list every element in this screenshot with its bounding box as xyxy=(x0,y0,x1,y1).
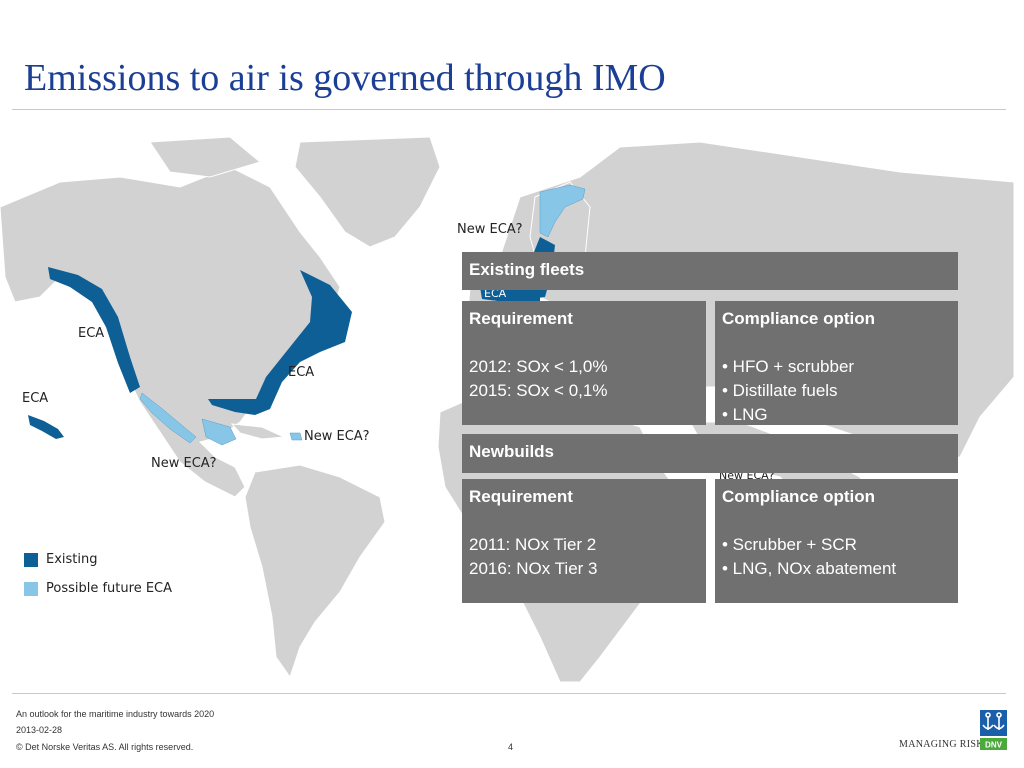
north-america-shape xyxy=(0,166,341,498)
existing-fleets-heading: Existing fleets xyxy=(469,260,585,279)
newbuilds-requirement-box: Requirement 2011: NOx Tier 2 2016: NOx T… xyxy=(462,479,706,603)
label-eca-hawaii: ECA xyxy=(22,391,49,406)
label-new-eca-mexico: New ECA? xyxy=(151,456,217,471)
legend-possible-future: Possible future ECA xyxy=(24,581,172,596)
future-eca-mexico xyxy=(139,392,197,444)
existing-compliance-line: • Distillate fuels xyxy=(722,381,838,400)
label-eca-baltic: ECA xyxy=(484,287,507,300)
title-divider xyxy=(12,109,1006,110)
existing-fleets-header: Existing fleets xyxy=(462,252,958,290)
dnv-logo-icon: DNV xyxy=(980,710,1007,750)
existing-requirement-line: 2012: SOx < 1,0% xyxy=(469,357,608,376)
eca-north-sea xyxy=(480,287,540,302)
legend-swatch-future xyxy=(24,581,38,596)
future-eca-gulf xyxy=(201,418,237,446)
dnv-logo-text: DNV xyxy=(985,741,1003,750)
existing-requirement-line: 2015: SOx < 0,1% xyxy=(469,381,608,400)
existing-compliance-line: • LNG xyxy=(722,405,768,424)
existing-compliance-heading: Compliance option xyxy=(722,309,875,328)
newbuilds-compliance-line: • LNG, NOx abatement xyxy=(722,559,897,578)
existing-fleets-compliance-box: Compliance option • HFO + scrubber • Dis… xyxy=(715,301,958,425)
existing-requirement-heading: Requirement xyxy=(469,309,573,328)
existing-compliance-line: • HFO + scrubber xyxy=(722,357,855,376)
south-america-shape xyxy=(244,464,386,679)
legend-existing: Existing xyxy=(24,552,98,567)
newbuilds-compliance-line: • Scrubber + SCR xyxy=(722,535,857,554)
newbuilds-compliance-box: Compliance option • Scrubber + SCR • LNG… xyxy=(715,479,958,603)
slide-title: Emissions to air is governed through IMO xyxy=(24,57,666,99)
eca-hawaii xyxy=(28,415,64,439)
arctic-islands-shape xyxy=(149,137,262,178)
footer-date: 2013-02-28 xyxy=(16,725,63,735)
future-eca-caribbean xyxy=(289,432,303,441)
dnv-logo: DNV xyxy=(980,710,1007,750)
newbuilds-heading: Newbuilds xyxy=(469,442,555,461)
legend-label-future: Possible future ECA xyxy=(46,581,173,596)
label-new-eca-caribbean: New ECA? xyxy=(304,429,370,444)
greenland-shape xyxy=(294,137,441,248)
newbuilds-requirement-heading: Requirement xyxy=(469,487,573,506)
newbuilds-compliance-heading: Compliance option xyxy=(722,487,875,506)
footer-divider xyxy=(12,693,1006,694)
footer-subtitle: An outlook for the maritime industry tow… xyxy=(16,709,215,719)
label-new-eca-norway: New ECA? xyxy=(457,222,523,237)
newbuilds-requirement-line: 2011: NOx Tier 2 xyxy=(469,535,597,554)
caribbean-shape xyxy=(230,423,286,440)
future-eca-norway xyxy=(539,184,586,238)
legend-label-existing: Existing xyxy=(46,552,98,567)
footer-copyright: © Det Norske Veritas AS. All rights rese… xyxy=(16,742,194,752)
label-eca-west: ECA xyxy=(78,326,105,341)
eca-atlantic-coast xyxy=(208,270,352,415)
legend-swatch-existing xyxy=(24,552,38,567)
existing-fleets-requirement-box: Requirement 2012: SOx < 1,0% 2015: SOx <… xyxy=(462,301,706,425)
label-eca-east: ECA xyxy=(288,365,315,380)
newbuilds-requirement-line: 2016: NOx Tier 3 xyxy=(469,559,598,578)
eca-pacific-coast xyxy=(48,267,140,393)
page-number: 4 xyxy=(508,742,514,752)
newbuilds-header: Newbuilds xyxy=(462,434,958,473)
managing-risk-tagline: MANAGING RISK xyxy=(899,739,984,750)
